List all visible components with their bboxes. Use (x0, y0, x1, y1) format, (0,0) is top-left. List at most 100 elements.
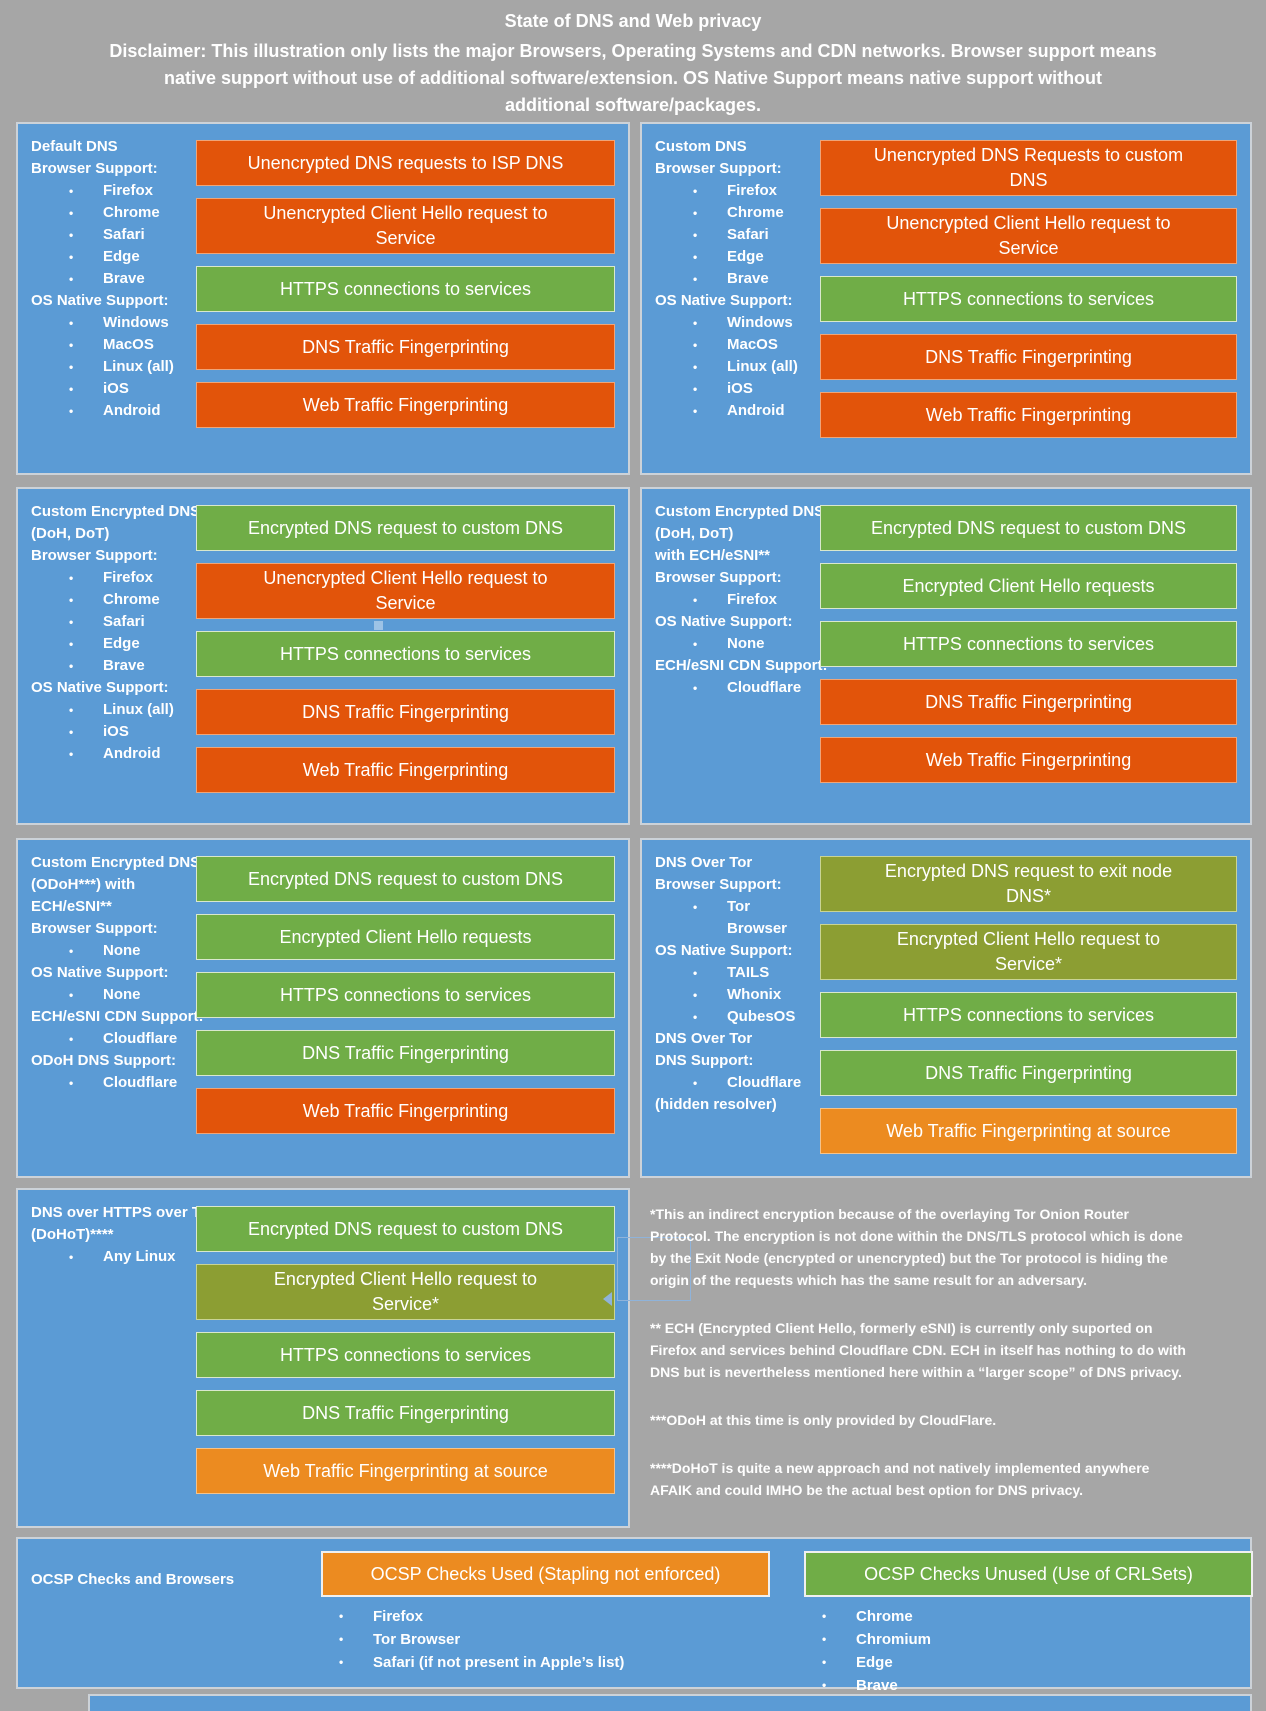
info-bullet-item: • Edge (31, 246, 190, 268)
info-bullet-item: • Firefox (655, 180, 814, 202)
info-bullet-item: • Brave (31, 268, 190, 290)
bullet-label: Linux (all) (103, 701, 174, 718)
info-heading: OS Native Support: (655, 942, 793, 959)
panel-default-dns: Default DNS Browser Support: • Firefox • Chro… (16, 122, 630, 475)
info-heading: (hidden resolver) (655, 1096, 777, 1113)
status-box: Web Traffic Fingerprinting at source (196, 1448, 615, 1494)
status-box: DNS Traffic Fingerprinting (196, 1030, 615, 1076)
panel-info: Custom Encrypted DNS (DoH, DoT) Browser S… (18, 489, 201, 823)
info-bullet-item: • Tor Browser (655, 896, 814, 940)
artifact-dot (374, 621, 383, 630)
bullet-icon: • (693, 637, 698, 651)
status-box: Encrypted DNS request to custom DNS (196, 505, 615, 551)
bullet-icon: • (69, 360, 74, 374)
info-bullet-item: • Edge (655, 246, 814, 268)
bullet-label: MacOS (103, 336, 154, 353)
bullet-icon: • (69, 382, 74, 396)
info-heading: OS Native Support: (31, 292, 169, 309)
info-heading: ECH/eSNI CDN Support: (31, 1008, 204, 1025)
info-bullet-item: • Safari (655, 224, 814, 246)
page-title: State of DNS and Web privacy (504, 11, 762, 31)
bullet-label: Tor Browser (727, 898, 788, 937)
ocsp-used-list: • Firefox • Tor Browser • Safari (if not pres… (321, 1605, 624, 1674)
bullet-label: Edge (856, 1654, 893, 1671)
ocsp-title: OCSP Checks and Browsers (31, 1571, 235, 1588)
panel-boxes: Encrypted DNS request to custom DNS Unenc… (190, 489, 628, 823)
bullet-icon: • (69, 747, 74, 761)
bullet-icon: • (69, 944, 74, 958)
info-bullet-item: • Linux (all) (31, 356, 190, 378)
bullet-icon: • (69, 338, 74, 352)
info-bullet-item: • Chrome (31, 202, 190, 224)
status-box: Web Traffic Fingerprinting (196, 1088, 615, 1134)
ocsp-list-item: • Chrome (804, 1605, 931, 1628)
info-heading: ODoH DNS Support: (31, 1052, 176, 1069)
info-bullet-item: • Safari (31, 224, 190, 246)
bullet-icon: • (693, 681, 698, 695)
status-box: Encrypted Client Hello request to Servic… (196, 1264, 615, 1320)
bullet-label: Chrome (727, 204, 784, 221)
bullet-label: Brave (103, 270, 145, 287)
panel-boxes: Encrypted DNS request to custom DNS Encry… (190, 1190, 628, 1526)
bullet-icon: • (339, 1632, 344, 1646)
bullet-icon: • (69, 571, 74, 585)
status-box: Unencrypted DNS Requests to custom DNS (820, 140, 1237, 196)
status-box: Encrypted DNS request to custom DNS (196, 856, 615, 902)
bullet-icon: • (69, 659, 74, 673)
bullet-label: Brave (103, 657, 145, 674)
ocsp-list-item: • Tor Browser (321, 1628, 624, 1651)
status-box: Unencrypted Client Hello request to Serv… (196, 563, 615, 619)
info-bullet-item: • iOS (655, 378, 814, 400)
bullet-label: Chrome (856, 1608, 913, 1625)
info-bullet-item: • Linux (all) (31, 699, 190, 721)
bullet-icon: • (693, 316, 698, 330)
page-disclaimer: Disclaimer: This illustration only lists… (109, 41, 1157, 115)
bullet-label: iOS (103, 723, 129, 740)
info-bullet-item: • Android (655, 400, 814, 422)
bullet-label: Chrome (103, 591, 160, 608)
bullet-icon: • (693, 404, 698, 418)
bullet-icon: • (69, 228, 74, 242)
info-bullet-item: • Any Linux (31, 1246, 190, 1268)
status-box: Web Traffic Fingerprinting (820, 737, 1237, 783)
bullet-icon: • (693, 900, 698, 914)
info-bullet-item: • Linux (all) (655, 356, 814, 378)
status-box: DNS Traffic Fingerprinting (196, 1390, 615, 1436)
info-bullet-item: • MacOS (31, 334, 190, 356)
bullet-icon: • (693, 988, 698, 1002)
bullet-icon: • (693, 1010, 698, 1024)
bullet-label: Firefox (103, 569, 154, 586)
footnote-1: *This an indirect encryption because of … (650, 1206, 1183, 1288)
info-heading: Custom Encrypted DNS (DoH, DoT) (31, 503, 201, 542)
status-box: DNS Traffic Fingerprinting (820, 679, 1237, 725)
panel-custom-encrypted-dns-ech: Custom Encrypted DNS (DoH, DoT) with ECH… (640, 487, 1252, 825)
bullet-icon: • (69, 615, 74, 629)
bullet-label: Tor Browser (373, 1631, 461, 1648)
panel-custom-dns: Custom DNS Browser Support: • Firefox • Chrom… (640, 122, 1252, 475)
bullet-icon: • (693, 593, 698, 607)
bullet-icon: • (69, 1250, 74, 1264)
bullet-icon: • (693, 184, 698, 198)
panel-dohot: DNS over HTTPS over Tor (DoHoT)**** • Any … (16, 1188, 630, 1528)
panel-info: Custom Encrypted DNS (ODoH***) with ECH/… (18, 840, 204, 1176)
panel-boxes: Encrypted DNS request to custom DNS Encry… (190, 840, 628, 1176)
bullet-label: Edge (103, 248, 140, 265)
bullet-icon: • (69, 637, 74, 651)
bullet-icon: • (693, 228, 698, 242)
ocsp-list-item: • Safari (if not present in Apple’s list) (321, 1651, 624, 1674)
status-box: Encrypted DNS request to custom DNS (820, 505, 1237, 551)
info-bullet-item: • Firefox (31, 180, 190, 202)
info-bullet-item: • None (31, 984, 190, 1006)
info-heading: Browser Support: (655, 160, 782, 177)
info-bullet-item: • Windows (655, 312, 814, 334)
panel-info: Custom DNS Browser Support: • Firefox • Chrom… (642, 124, 814, 473)
bullet-icon: • (69, 206, 74, 220)
ocsp-unused-header: OCSP Checks Unused (Use of CRLSets) (804, 1551, 1253, 1597)
ocsp-list-item: • Chromium (804, 1628, 931, 1651)
status-box: HTTPS connections to services (196, 972, 615, 1018)
panel-boxes: Encrypted DNS request to custom DNS Encry… (814, 489, 1250, 823)
footnotes: *This an indirect encryption because of … (650, 1203, 1262, 1527)
bullet-label: Windows (727, 314, 793, 331)
ocsp-used-header: OCSP Checks Used (Stapling not enforced) (321, 1551, 770, 1597)
